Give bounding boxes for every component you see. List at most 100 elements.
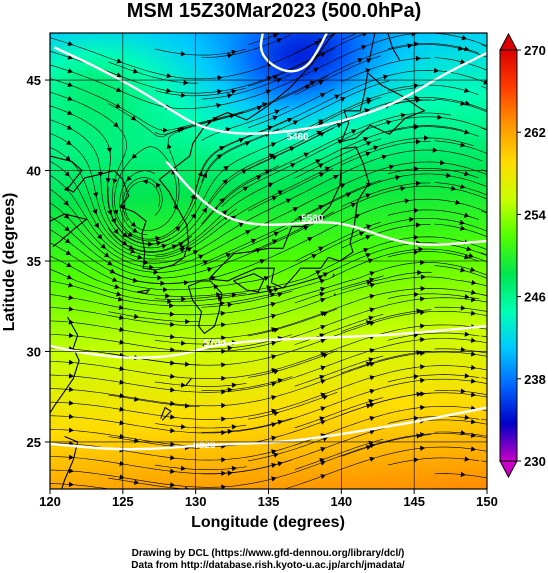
streamline-arrow (227, 387, 233, 393)
streamline-arrow (197, 171, 203, 177)
streamline (154, 208, 237, 258)
streamline-arrow (168, 302, 175, 309)
streamline-arrow (119, 420, 125, 426)
streamline-arrow (460, 59, 466, 65)
streamline (294, 438, 384, 470)
streamline-arrow (227, 52, 233, 59)
streamline-arrow (177, 242, 184, 247)
streamline-arrow (223, 165, 229, 171)
streamline (248, 47, 335, 87)
y-axis-title: Latitude (degrees) (1, 193, 18, 332)
streamline-arrow (318, 163, 324, 169)
streamline-arrow (470, 419, 477, 425)
streamline (341, 271, 432, 291)
streamline (434, 265, 487, 279)
streamline-arrow (132, 227, 138, 233)
streamline (248, 33, 281, 45)
streamline-arrow (420, 285, 426, 292)
streamline-arrow (67, 68, 73, 74)
streamline-arrow (113, 122, 119, 128)
credit-drawing: Drawing by DCL (https://www.gfd-dennou.o… (132, 548, 405, 559)
streamline-arrow (221, 402, 227, 409)
streamline-arrow (210, 275, 217, 281)
streamline-arrow (119, 460, 125, 467)
streamline-arrow (420, 377, 426, 384)
streamline (387, 251, 479, 262)
streamline-arrow (68, 427, 74, 433)
streamline-arrow (127, 231, 133, 237)
streamline-arrow (286, 117, 293, 123)
streamline-arrow (470, 378, 477, 384)
streamline (108, 228, 192, 253)
streamline-arrow (415, 55, 421, 62)
streamline-arrow (66, 274, 73, 280)
streamline-arrow (364, 108, 370, 114)
streamline-arrow (65, 250, 72, 256)
streamline-arrow (420, 445, 426, 451)
streamline (481, 210, 487, 214)
streamline-arrow (170, 455, 176, 461)
streamline (247, 127, 334, 170)
x-tick-label: 135 (258, 494, 280, 509)
streamline (154, 292, 247, 300)
streamline-arrow (231, 292, 237, 298)
coastline (340, 71, 426, 143)
streamline-arrow (362, 33, 367, 37)
streamline-arrow (313, 67, 319, 73)
streamline-arrow (420, 309, 426, 316)
streamline-arrow (170, 496, 174, 500)
streamline-arrow (366, 141, 372, 147)
streamline (434, 431, 487, 437)
streamline-arrow (272, 33, 279, 39)
streamline-arrow (222, 498, 226, 502)
streamline-arrow (134, 396, 140, 402)
streamline-arrow (417, 269, 423, 276)
streamline-arrow (134, 479, 140, 485)
streamline-arrow (180, 465, 186, 471)
streamline (294, 275, 384, 304)
streamline-arrow (415, 222, 421, 228)
streamline-arrow (250, 238, 257, 244)
streamline (387, 209, 479, 220)
streamline (201, 459, 293, 475)
streamline (434, 306, 487, 312)
streamline-arrow (365, 193, 371, 199)
streamline-arrow (166, 87, 172, 94)
streamline-arrow (213, 284, 219, 290)
streamline-arrow (181, 296, 187, 302)
streamline (481, 460, 487, 463)
streamline-arrow (220, 322, 227, 328)
streamline (108, 103, 193, 138)
streamline-arrow (68, 319, 74, 325)
streamline-arrow (350, 129, 357, 135)
streamline-arrow (463, 254, 470, 260)
contour-label: 5580 (301, 214, 324, 225)
y-tick-label: 30 (27, 344, 41, 359)
streamline (481, 127, 487, 131)
streamline-arrow (179, 248, 186, 253)
streamline-arrow (166, 73, 172, 79)
streamline-arrow (132, 68, 139, 74)
streamline-arrow (170, 334, 176, 340)
streamline-arrow (221, 362, 227, 368)
streamline (124, 75, 329, 231)
streamline-arrow (369, 307, 375, 313)
streamline-arrow (118, 304, 125, 311)
streamline (108, 353, 200, 366)
colorbar-max-arrow (499, 32, 518, 51)
streamline-arrow (363, 247, 369, 253)
streamline-arrow (105, 178, 111, 184)
streamline-arrow (184, 403, 190, 409)
streamline-arrow (369, 416, 375, 422)
streamline (154, 48, 247, 56)
streamline-arrow (142, 179, 148, 185)
streamline-arrow (365, 403, 372, 409)
streamline-arrow (270, 142, 277, 148)
streamline-arrow (277, 190, 284, 196)
streamline-arrow (437, 114, 443, 120)
coastline (187, 280, 223, 335)
streamline-arrow (464, 294, 470, 300)
streamline-arrow (381, 154, 387, 160)
streamline-arrow (68, 294, 74, 301)
streamline-arrow (420, 296, 426, 302)
